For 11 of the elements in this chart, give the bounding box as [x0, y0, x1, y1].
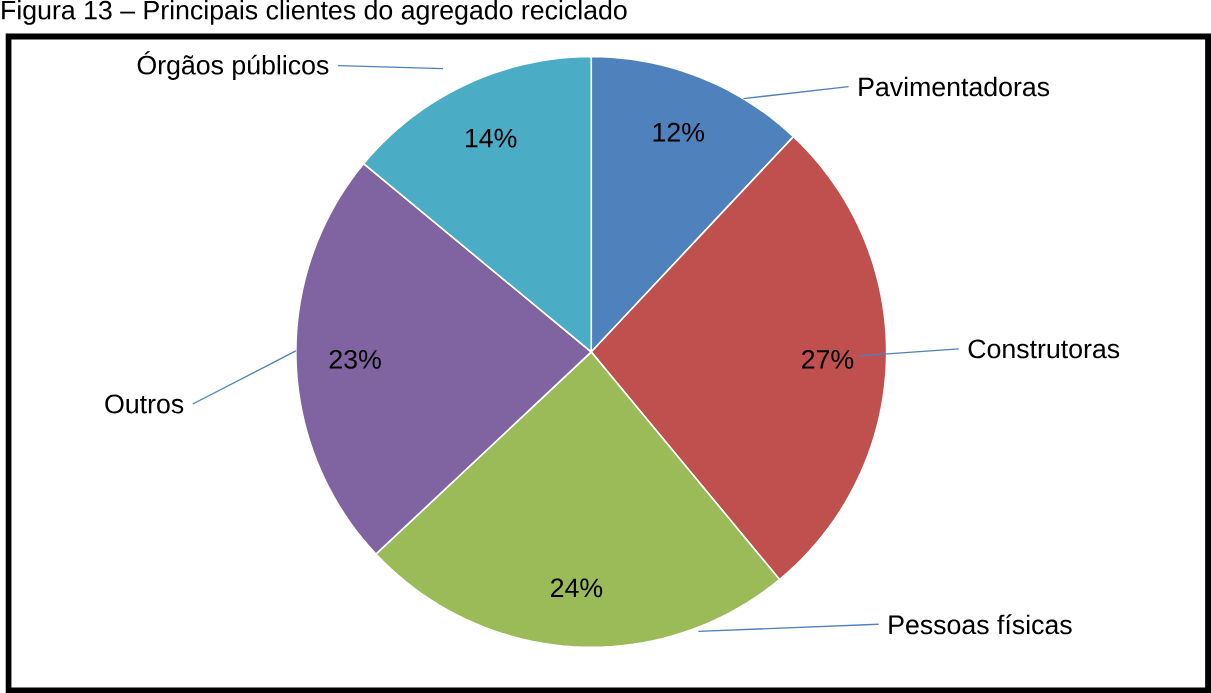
data-label: 24% [551, 578, 603, 598]
slice-label: Outros [105, 394, 184, 414]
slice-label: Pessoas físicas [889, 614, 1072, 635]
data-label: 14% [465, 128, 517, 148]
slice-label: Pavimentadoras [859, 76, 1050, 97]
slice-label: Órgãos públicos [137, 51, 329, 80]
data-label: 27% [802, 349, 854, 369]
slice-label: Construtoras [968, 339, 1120, 359]
data-label: 12% [653, 122, 705, 142]
chart-title: Figura 13 – Principais clientes do agregado reciclado [2, 0, 627, 25]
data-label: 23% [329, 349, 381, 369]
